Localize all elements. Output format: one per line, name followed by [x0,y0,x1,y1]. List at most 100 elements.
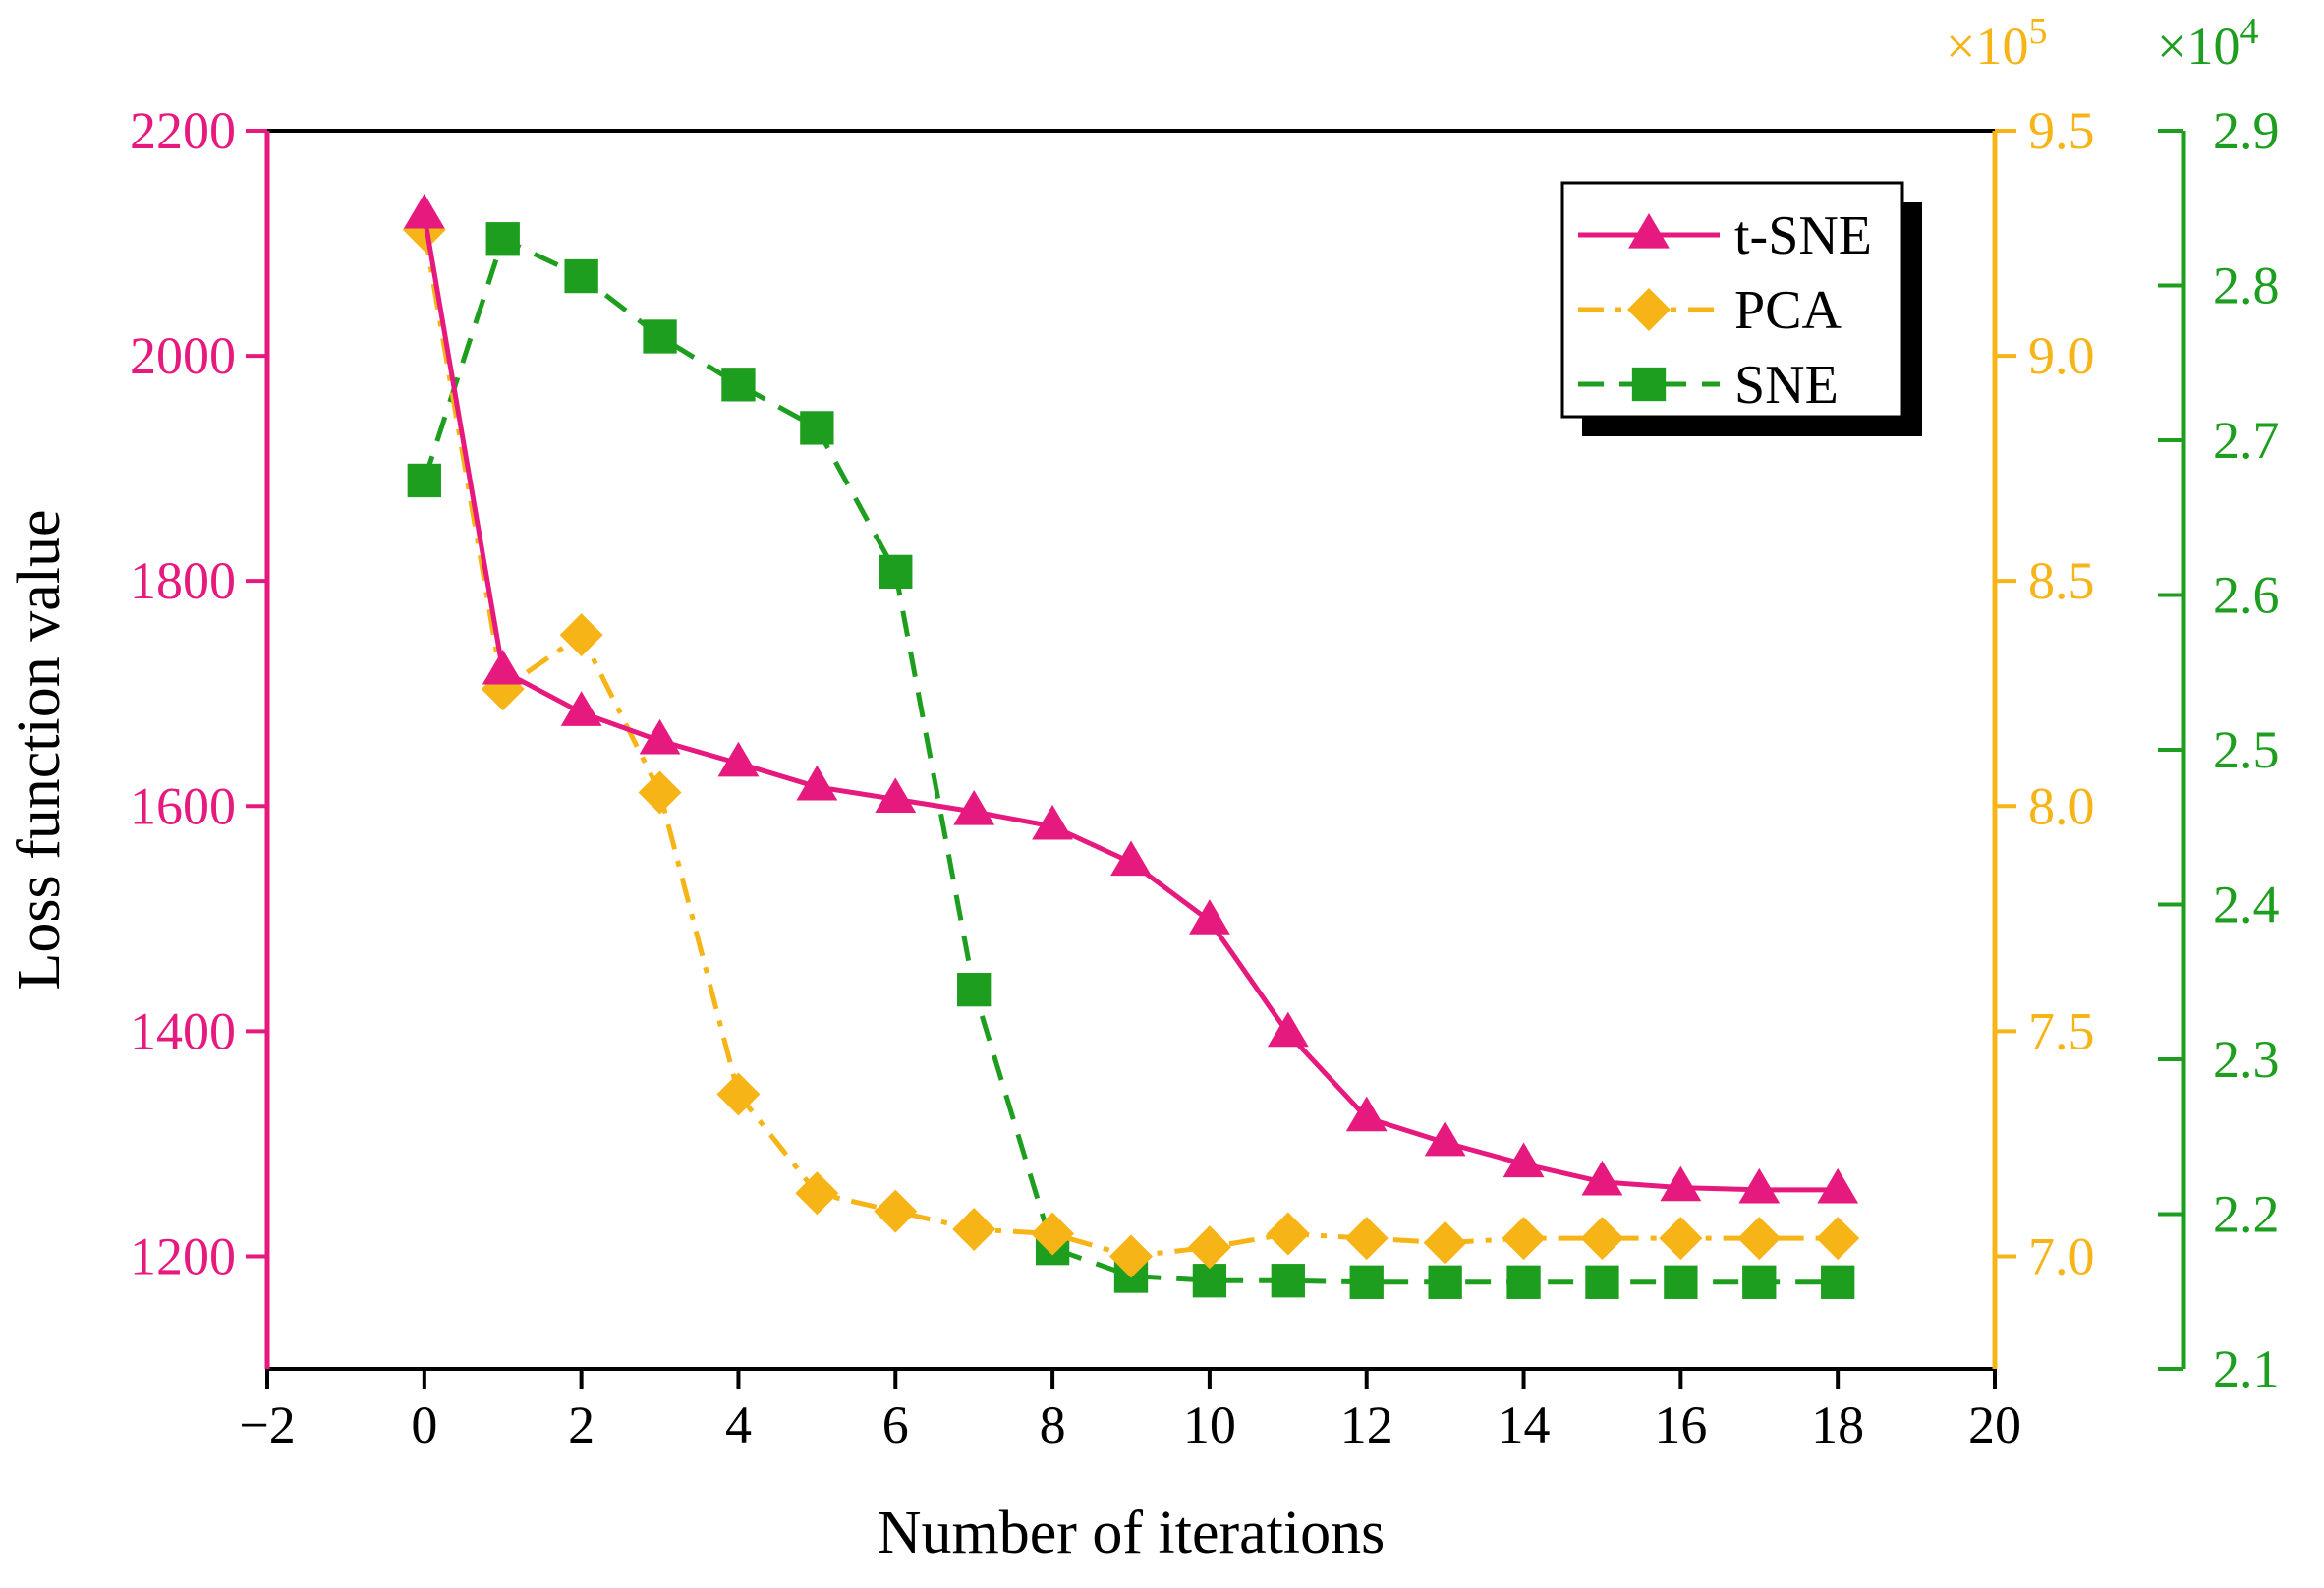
point-sne [1664,1265,1698,1299]
legend-label-sne: SNE [1734,355,1839,416]
point-t-sne [1817,1167,1859,1204]
point-sne [1506,1265,1541,1299]
y-left-tick-label: 1800 [130,551,236,610]
legend-label-pca: PCA [1734,280,1842,341]
point-sne [564,258,598,294]
y-right2-multiplier-exponent: 4 [2239,11,2258,52]
y-right1-tick-label: 7.5 [2028,1001,2095,1060]
y-right1-tick-label: 8.5 [2028,551,2095,610]
legend-box [1560,181,1904,419]
point-sne [957,972,992,1007]
point-t-sne [403,193,445,229]
y-left-tick-label: 1600 [130,776,236,835]
y-left-tick-label: 2000 [130,326,236,385]
x-tick-label: 18 [1811,1395,1864,1454]
y-right1-tick-label: 9.5 [2028,101,2095,160]
x-tick-label: 14 [1498,1395,1551,1454]
point-t-sne [1738,1167,1781,1204]
point-t-sne [1345,1096,1388,1132]
point-t-sne [1581,1160,1623,1196]
point-pca [1266,1212,1310,1256]
legend-marker-t-sne [1628,213,1670,249]
point-sne [407,463,441,498]
point-sne [1585,1265,1619,1299]
y-left-tick-label: 1200 [130,1226,236,1285]
y-right2-tick-label: 2.7 [2213,411,2280,470]
y-right2-tick-label: 2.2 [2213,1185,2280,1244]
point-sne [1349,1265,1384,1299]
point-t-sne [1660,1165,1702,1202]
point-sne [800,411,834,445]
legend-marker-sne [1631,367,1667,402]
y-right2-tick-label: 2.6 [2213,566,2280,625]
point-t-sne [1267,1011,1309,1048]
y-right1-tick-label: 9.0 [2028,326,2095,385]
x-tick-label: 10 [1183,1395,1236,1454]
x-tick-label: 20 [1968,1395,2021,1454]
legend-label-t-sne: t-SNE [1734,205,1872,266]
series-t-sne [403,193,1859,1204]
point-pca [1580,1217,1624,1261]
x-tick-label: 0 [411,1395,437,1454]
point-pca [1816,1217,1860,1261]
point-t-sne [560,691,602,726]
point-sne [1742,1265,1777,1299]
axes-layer: −2 0 2 4 6 8 10 12 14 16 18 20 Number of iterations 1… [6,11,2280,1566]
y-left-tick-label: 2200 [130,101,236,160]
y-right2-tick-label: 2.1 [2213,1339,2280,1398]
point-pca [795,1171,839,1216]
point-t-sne [482,649,524,685]
x-tick-label: 4 [725,1395,752,1454]
point-pca [952,1207,996,1251]
point-t-sne [1110,840,1152,877]
point-pca [1502,1217,1546,1261]
y-right2-tick-label: 2.3 [2213,1030,2280,1089]
x-tick-label: 2 [568,1395,595,1454]
point-pca [1659,1217,1703,1261]
x-tick-label: 12 [1340,1395,1393,1454]
point-t-sne [1032,804,1073,840]
point-pca [1737,1217,1782,1261]
legend-marker-pca [1627,288,1671,331]
point-sne [1428,1265,1462,1299]
point-t-sne [1502,1142,1545,1178]
y-right2-tick-label: 2.9 [2213,101,2280,160]
point-pca [1109,1234,1153,1278]
point-pca [1187,1225,1231,1270]
y-right2-tick-label: 2.8 [2213,256,2280,315]
x-tick-label: −2 [239,1395,295,1454]
point-pca [638,770,682,815]
y-right2-tick-label: 2.5 [2213,720,2280,779]
point-pca [1031,1212,1075,1256]
point-pca [559,613,603,657]
y-right2-tick-label: 2.4 [2213,876,2280,935]
series-sne [407,222,1855,1299]
point-sne [643,319,677,354]
point-t-sne [1189,899,1230,935]
point-pca [716,1072,761,1116]
y-right1-tick-label: 8.0 [2028,776,2095,835]
y-right1-tick-label: 7.0 [2028,1226,2095,1285]
point-sne [485,222,520,256]
point-sne [721,368,756,402]
x-axis-title: Number of iterations [878,1500,1386,1566]
y-left-tick-label: 1400 [130,1001,236,1060]
point-t-sne [639,718,681,755]
x-tick-label: 8 [1040,1395,1066,1454]
legend: t-SNE PCA SNE [1560,181,1922,436]
point-t-sne [953,790,995,825]
point-t-sne [875,777,917,814]
point-t-sne [796,765,838,801]
point-t-sne [1424,1120,1466,1157]
y-axis-left-title: Loss function value [6,509,73,990]
point-t-sne [717,741,760,777]
point-pca [1423,1220,1467,1265]
x-tick-label: 16 [1654,1395,1707,1454]
point-pca [1344,1217,1389,1261]
point-sne [879,554,913,590]
y-right1-multiplier-exponent: 5 [2028,11,2047,52]
point-pca [874,1189,918,1233]
point-sne [1821,1265,1855,1299]
